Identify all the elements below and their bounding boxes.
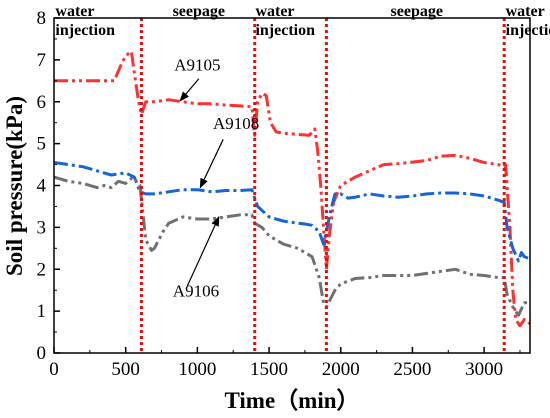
phase-label-5-line-1: water	[506, 3, 545, 20]
phase-boundaries	[139, 18, 506, 353]
y-tick-label: 6	[37, 92, 47, 113]
y-tick-label: 8	[37, 8, 47, 29]
series-line-a9106	[53, 175, 530, 317]
y-tick-label: 7	[37, 50, 47, 71]
x-tick-label: 1500	[250, 359, 288, 380]
plot-frame	[53, 17, 531, 354]
annotation-arrow-a9106	[186, 215, 220, 287]
x-tick-label: 2500	[393, 359, 431, 380]
y-axis-title: Soil pressure(kPa)	[2, 96, 27, 276]
x-tick-label: 1000	[178, 359, 216, 380]
annotation-label-a9105: A9105	[174, 55, 220, 74]
phase-labels: water injection seepage water injection seepa…	[55, 3, 550, 39]
phase-label-1-line-1: water	[55, 3, 94, 20]
y-tick-label: 2	[37, 259, 47, 280]
annotation-arrow-a9108	[199, 139, 224, 189]
x-tick-label: 0	[49, 359, 59, 380]
y-tick-label: 1	[37, 301, 47, 322]
x-axis: 0 500 1000 1500 2000 2500 3000	[49, 347, 521, 380]
y-tick-label: 0	[37, 343, 47, 364]
x-tick-label: 2000	[322, 359, 360, 380]
phase-label-3-line-2: injection	[255, 22, 315, 39]
series-line-a9108	[53, 161, 531, 263]
y-axis: 0 1 2 3 4 5 6 7 8	[37, 8, 60, 364]
annotation-label-a9108: A9108	[213, 114, 259, 133]
annotation-label-a9106: A9106	[173, 281, 219, 300]
phase-label-2-line-1: seepage	[173, 3, 225, 20]
y-tick-label: 3	[37, 217, 47, 238]
plot-lines	[53, 50, 531, 328]
series-line-a9105	[54, 50, 531, 328]
x-tick-label: 500	[111, 359, 140, 380]
x-axis-title: Time（min）	[224, 387, 359, 413]
y-tick-label: 5	[37, 134, 47, 155]
phase-label-4-line-1: seepage	[391, 3, 443, 20]
annotations: A9105 A9108 A9106	[173, 55, 259, 300]
annotation-arrow-a9105	[179, 78, 200, 102]
phase-label-3-line-1: water	[255, 3, 294, 20]
x-tick-label: 3000	[465, 359, 503, 380]
y-tick-label: 4	[37, 176, 47, 197]
phase-label-1-line-2: injection	[55, 22, 115, 39]
phase-label-5-line-2: injection	[506, 22, 550, 39]
